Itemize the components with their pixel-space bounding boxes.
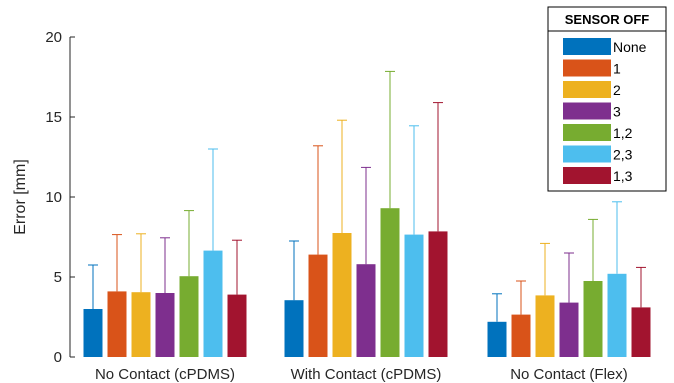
- legend-label: 1: [613, 61, 621, 77]
- bar: [284, 300, 304, 357]
- bar: [428, 231, 448, 357]
- bar: [179, 276, 199, 357]
- bar: [404, 234, 424, 357]
- bar: [511, 314, 531, 357]
- bar: [631, 307, 651, 357]
- bar: [607, 273, 627, 357]
- legend-label: None: [613, 39, 647, 55]
- x-category-labels: No Contact (cPDMS) With Contact (cPDMS) No…: [95, 366, 628, 383]
- legend-swatch: [563, 145, 611, 163]
- bars-layer: [83, 70, 651, 357]
- legend-title-box: [547, 6, 667, 32]
- bar: [356, 264, 376, 357]
- legend-label: 2,3: [613, 147, 633, 163]
- y-tick-label: 20: [45, 29, 62, 46]
- x-category-label: With Contact (cPDMS): [291, 366, 442, 383]
- bar: [332, 233, 352, 357]
- legend-swatch: [563, 38, 611, 55]
- legend-swatch: [563, 81, 611, 98]
- y-axis-label: Error [mm]: [12, 159, 29, 235]
- bar: [227, 294, 247, 357]
- bar: [535, 295, 555, 357]
- legend-swatch: [563, 59, 611, 77]
- bar: [131, 292, 151, 357]
- x-category-label: No Contact (Flex): [510, 366, 628, 383]
- legend-label: 1,3: [613, 168, 633, 184]
- bar: [583, 281, 603, 357]
- legend-label: 1,2: [613, 125, 633, 141]
- bar: [559, 302, 579, 357]
- bar: [203, 250, 223, 357]
- y-tick-label: 15: [45, 109, 62, 126]
- legend-swatch: [563, 167, 611, 184]
- y-tick-label: 10: [45, 189, 62, 206]
- legend-label: 2: [613, 82, 621, 98]
- legend-items: None 1 2 3 1,2 2,3 1,3: [563, 38, 647, 184]
- y-tick-label: 5: [54, 269, 62, 286]
- y-tick-label: 0: [54, 349, 62, 366]
- bar: [380, 208, 400, 357]
- y-ticks: 0 5 10 15 20: [45, 29, 75, 366]
- bar: [308, 254, 328, 357]
- bar: [487, 321, 507, 357]
- x-category-label: No Contact (cPDMS): [95, 366, 235, 383]
- bar: [155, 293, 175, 357]
- legend: SENSOR OFF None 1 2 3 1,2 2,3 1,3: [547, 6, 667, 192]
- legend-label: 3: [613, 104, 621, 120]
- bar: [83, 309, 103, 357]
- legend-swatch: [563, 124, 611, 141]
- bar: [107, 291, 127, 357]
- legend-swatch: [563, 102, 611, 120]
- legend-title: SENSOR OFF: [565, 12, 650, 27]
